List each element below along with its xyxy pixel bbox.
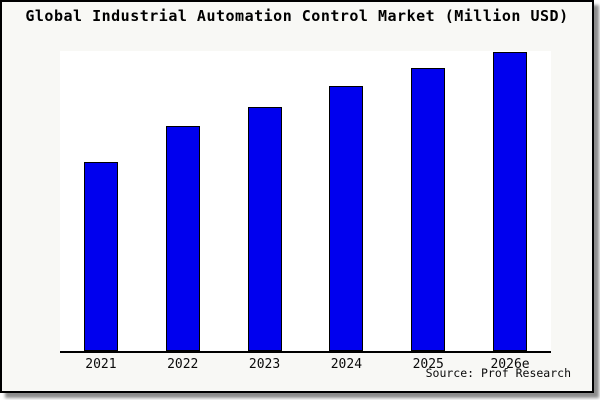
bar-slot-2023: [224, 51, 306, 351]
x-tick-label-2021: 2021: [85, 357, 117, 372]
bar-slot-2022: [142, 51, 224, 351]
bar-slot-2021: [60, 51, 142, 351]
bar-2023: [247, 107, 282, 351]
bar-2025: [411, 68, 446, 351]
bar-2022: [165, 126, 200, 351]
x-tick-label-2024: 2024: [330, 357, 363, 372]
bar-slot-2026e: [469, 51, 551, 351]
bar-slot-2025: [387, 51, 469, 351]
chart-title: Global Industrial Automation Control Mar…: [25, 7, 569, 25]
chart-frame: Global Industrial Automation Control Mar…: [0, 0, 594, 393]
x-tick-label-2025: 2025: [412, 357, 444, 372]
bar-2026e: [493, 52, 528, 351]
bar-slot-2024: [305, 51, 387, 351]
x-tick-label-2022: 2022: [167, 357, 199, 372]
source-note: Source: Prof Research: [425, 366, 571, 380]
bar-2021: [83, 162, 118, 351]
x-tick-label-2023: 2023: [248, 357, 281, 372]
bar-2024: [329, 86, 364, 351]
plot-area: [60, 51, 551, 353]
x-axis-labels: 2021 2022 2023 2024 2025 2026e: [60, 357, 551, 372]
x-tick-label-2026e: 2026e: [490, 357, 530, 372]
